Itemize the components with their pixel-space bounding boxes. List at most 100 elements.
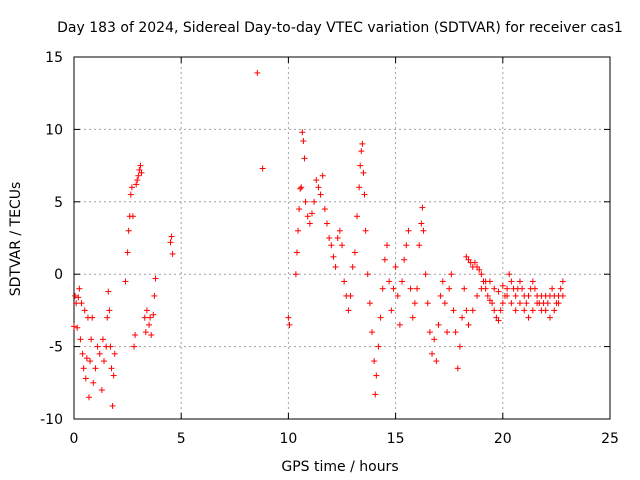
- data-point: [529, 307, 536, 314]
- data-point: [549, 285, 556, 292]
- data-point: [152, 275, 159, 282]
- data-point: [420, 227, 427, 234]
- data-point: [369, 329, 376, 336]
- data-point: [491, 285, 498, 292]
- data-point: [409, 314, 416, 321]
- data-point: [489, 300, 496, 307]
- data-point: [359, 140, 366, 147]
- data-point: [98, 387, 105, 394]
- data-point: [168, 233, 175, 240]
- data-point: [405, 227, 412, 234]
- data-point: [523, 300, 530, 307]
- data-point: [351, 249, 358, 256]
- data-point: [306, 220, 313, 227]
- data-point: [362, 227, 369, 234]
- data-point: [559, 292, 566, 299]
- data-point: [143, 307, 150, 314]
- y-axis-label: SDTVAR / TECUs: [8, 182, 24, 297]
- data-point: [137, 162, 144, 169]
- data-point: [304, 213, 311, 220]
- data-point: [293, 249, 300, 256]
- data-point: [122, 278, 129, 285]
- data-point: [364, 271, 371, 278]
- data-point: [138, 169, 145, 176]
- data-point: [109, 402, 116, 409]
- data-point: [497, 307, 504, 314]
- data-point: [499, 282, 506, 289]
- data-point: [366, 300, 373, 307]
- data-point: [125, 227, 132, 234]
- data-point: [416, 242, 423, 249]
- data-point: [127, 191, 134, 198]
- data-point: [360, 169, 367, 176]
- data-point: [88, 336, 95, 343]
- data-point: [328, 242, 335, 249]
- data-point: [302, 198, 309, 205]
- data-point: [147, 314, 154, 321]
- data-point: [394, 292, 401, 299]
- data-point: [516, 300, 523, 307]
- data-point: [132, 332, 139, 339]
- data-point: [452, 329, 459, 336]
- data-point: [399, 278, 406, 285]
- data-point: [557, 285, 564, 292]
- data-point: [129, 213, 136, 220]
- data-point: [516, 278, 523, 285]
- data-point: [437, 292, 444, 299]
- data-point: [167, 239, 174, 246]
- data-point: [77, 336, 84, 343]
- data-point: [426, 329, 433, 336]
- x-tick-label: 0: [70, 431, 79, 447]
- data-point: [372, 391, 379, 398]
- data-point: [75, 294, 82, 301]
- data-point: [495, 288, 502, 295]
- data-point: [133, 181, 140, 188]
- data-point: [319, 172, 326, 179]
- data-point: [371, 358, 378, 365]
- chart-title: Day 183 of 2024, Sidereal Day-to-day VTE…: [57, 20, 623, 36]
- data-point: [297, 185, 304, 192]
- data-point: [141, 314, 148, 321]
- data-point: [407, 285, 414, 292]
- data-point: [373, 372, 380, 379]
- data-point: [392, 263, 399, 270]
- data-point: [401, 256, 408, 263]
- data-point: [345, 307, 352, 314]
- data-point: [456, 343, 463, 350]
- data-point: [525, 314, 532, 321]
- y-tick-label: 15: [45, 50, 63, 66]
- data-point: [512, 292, 519, 299]
- data-point: [107, 343, 114, 350]
- data-point: [111, 350, 118, 357]
- data-point: [82, 375, 89, 382]
- data-point: [90, 379, 97, 386]
- data-point: [99, 336, 106, 343]
- data-point: [491, 307, 498, 314]
- data-point: [546, 314, 553, 321]
- y-tick-label: -10: [40, 412, 63, 428]
- data-point: [448, 271, 455, 278]
- plot-frame: [73, 56, 611, 420]
- data-point: [459, 314, 466, 321]
- data-point: [450, 307, 457, 314]
- x-tick-label: 5: [177, 431, 186, 447]
- y-tick-label: 0: [54, 267, 63, 283]
- data-point: [78, 300, 85, 307]
- data-point: [461, 285, 468, 292]
- data-point: [396, 321, 403, 328]
- data-point: [330, 253, 337, 260]
- data-point: [358, 148, 365, 155]
- data-point: [495, 317, 502, 324]
- data-point: [313, 177, 320, 184]
- data-point: [454, 365, 461, 372]
- data-point: [336, 227, 343, 234]
- data-point: [285, 314, 292, 321]
- data-point: [486, 278, 493, 285]
- data-point: [101, 358, 108, 365]
- data-point: [384, 242, 391, 249]
- data-point: [96, 350, 103, 357]
- data-point: [151, 292, 158, 299]
- data-point: [92, 365, 99, 372]
- data-point: [463, 307, 470, 314]
